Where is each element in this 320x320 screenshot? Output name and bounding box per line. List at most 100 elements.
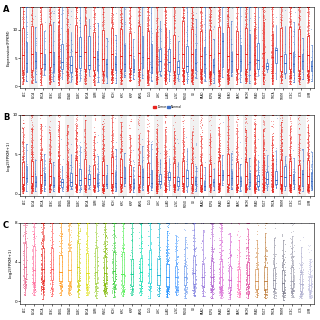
Point [296, 185, 301, 190]
Point [91, 172, 96, 177]
Point [111, 289, 116, 294]
Point [46, 169, 52, 174]
Point [287, 64, 292, 69]
Point [172, 4, 177, 10]
Point [136, 59, 141, 64]
Point [21, 4, 26, 10]
Point [29, 119, 34, 124]
Point [42, 270, 47, 275]
Point [103, 293, 108, 298]
Point [137, 165, 142, 170]
Point [127, 166, 132, 172]
Point [109, 4, 115, 10]
Point [208, 171, 213, 176]
Point [20, 177, 25, 182]
Point [298, 71, 303, 76]
Point [119, 20, 124, 25]
Point [118, 71, 124, 76]
Point [82, 46, 87, 51]
Point [30, 4, 35, 10]
Point [56, 81, 61, 86]
Point [146, 186, 151, 191]
Point [40, 236, 45, 242]
Point [47, 11, 52, 16]
Point [182, 171, 187, 176]
Point [288, 172, 293, 177]
Point [172, 141, 178, 146]
Point [73, 33, 78, 38]
Point [40, 289, 45, 294]
Point [146, 151, 151, 156]
Point [75, 28, 80, 33]
Point [220, 264, 225, 269]
Point [261, 146, 266, 151]
Point [46, 71, 52, 76]
Point [238, 29, 243, 34]
Point [252, 170, 258, 175]
Point [281, 268, 286, 273]
Point [145, 70, 150, 76]
Point [216, 56, 221, 61]
Point [260, 174, 265, 180]
Point [310, 58, 315, 63]
Point [149, 69, 155, 75]
Point [23, 279, 28, 284]
Point [164, 278, 169, 283]
Point [140, 174, 146, 180]
Point [30, 4, 35, 10]
Point [172, 188, 177, 193]
Point [164, 177, 169, 182]
Point [252, 245, 258, 251]
Point [225, 4, 230, 10]
Point [203, 69, 208, 74]
Point [69, 73, 75, 78]
Point [46, 186, 52, 191]
Point [28, 180, 34, 185]
Point [146, 43, 151, 48]
Point [118, 165, 123, 170]
Point [296, 63, 301, 68]
Point [118, 62, 124, 67]
Point [120, 286, 125, 292]
Point [46, 38, 51, 43]
Point [290, 283, 295, 288]
Point [226, 33, 231, 38]
Point [296, 184, 301, 189]
Point [174, 271, 179, 276]
Point [306, 286, 311, 292]
Point [224, 59, 229, 64]
Point [225, 49, 230, 54]
Point [180, 20, 185, 25]
Point [155, 64, 160, 69]
Point [162, 18, 167, 23]
Point [243, 52, 248, 58]
Point [270, 32, 276, 37]
Point [306, 38, 311, 43]
Point [180, 70, 185, 75]
Point [136, 181, 141, 186]
Point [271, 48, 276, 53]
Point [100, 183, 105, 188]
Point [92, 60, 97, 65]
Point [164, 55, 169, 60]
Point [216, 178, 221, 183]
Point [101, 53, 106, 59]
Point [31, 278, 36, 283]
Point [261, 20, 266, 25]
Point [269, 175, 274, 180]
Point [207, 162, 212, 167]
Point [307, 11, 312, 16]
Point [270, 276, 275, 281]
Point [237, 290, 242, 295]
Point [270, 43, 275, 48]
Point [172, 151, 177, 156]
Point [234, 61, 239, 66]
Point [163, 70, 168, 75]
Point [146, 171, 151, 176]
Point [287, 44, 292, 49]
Point [297, 50, 302, 55]
Point [207, 77, 212, 82]
Point [251, 182, 256, 187]
Point [225, 63, 230, 68]
Point [137, 65, 142, 70]
